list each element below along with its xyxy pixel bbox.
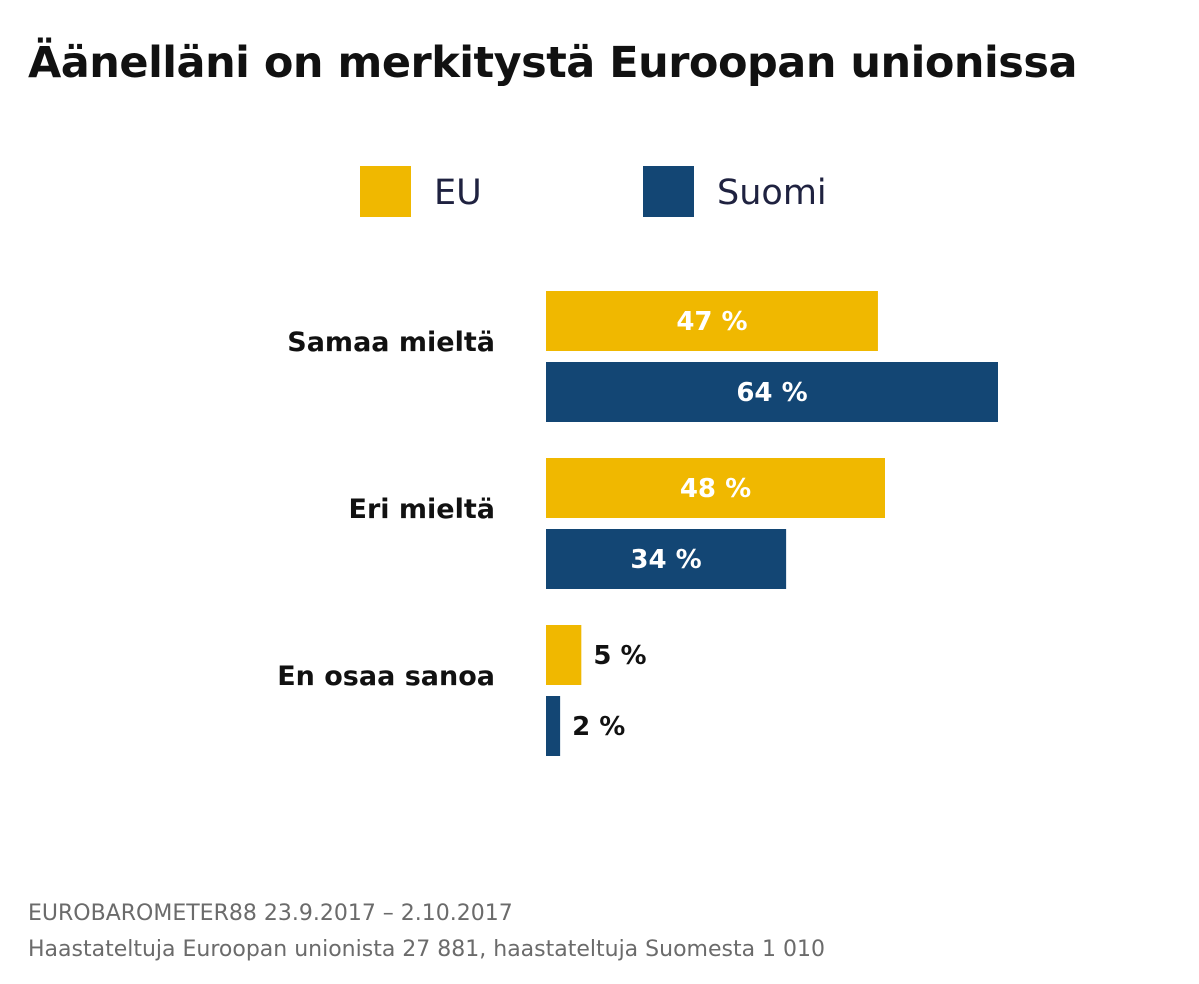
value-label-eu-eri-mielta: 48 % (680, 474, 751, 504)
sample-note: Haastateltuja Euroopan unionista 27 881,… (28, 937, 826, 962)
chart-footer: EUROBAROMETER88 23.9.2017 – 2.10.2017 Ha… (28, 896, 825, 968)
value-label-eu-samaa-mielta: 47 % (676, 307, 747, 337)
value-label-eu-en-osaa-sanoa: 5 % (593, 641, 646, 671)
bar-suomi-en-osaa-sanoa (546, 696, 561, 756)
category-label-eri-mielta: Eri mieltä (349, 494, 496, 525)
source-note: EUROBAROMETER88 23.9.2017 – 2.10.2017 (28, 901, 513, 926)
legend-label-suomi: Suomi (717, 173, 827, 213)
bar-suomi-eri-mielta (546, 529, 787, 589)
category-label-en-osaa-sanoa: En osaa sanoa (277, 661, 495, 692)
bar-suomi-samaa-mielta (546, 362, 998, 422)
legend-swatch-eu (360, 166, 411, 217)
chart-title: Äänelläni on merkitystä Euroopan unionis… (28, 38, 1077, 88)
category-label-samaa-mielta: Samaa mieltä (287, 327, 495, 358)
value-label-suomi-en-osaa-sanoa: 2 % (572, 712, 625, 742)
legend-swatch-suomi (643, 166, 694, 217)
bar-chart: EU Suomi Samaa mieltä 47 % 64 % Eri mieltä 48 … (277, 166, 998, 756)
value-label-suomi-eri-mielta: 34 % (630, 545, 701, 575)
value-label-suomi-samaa-mielta: 64 % (736, 378, 807, 408)
bar-eu-en-osaa-sanoa (546, 625, 582, 685)
bar-eu-samaa-mielta (546, 291, 878, 351)
bar-eu-eri-mielta (546, 458, 885, 518)
legend-label-eu: EU (434, 173, 482, 213)
